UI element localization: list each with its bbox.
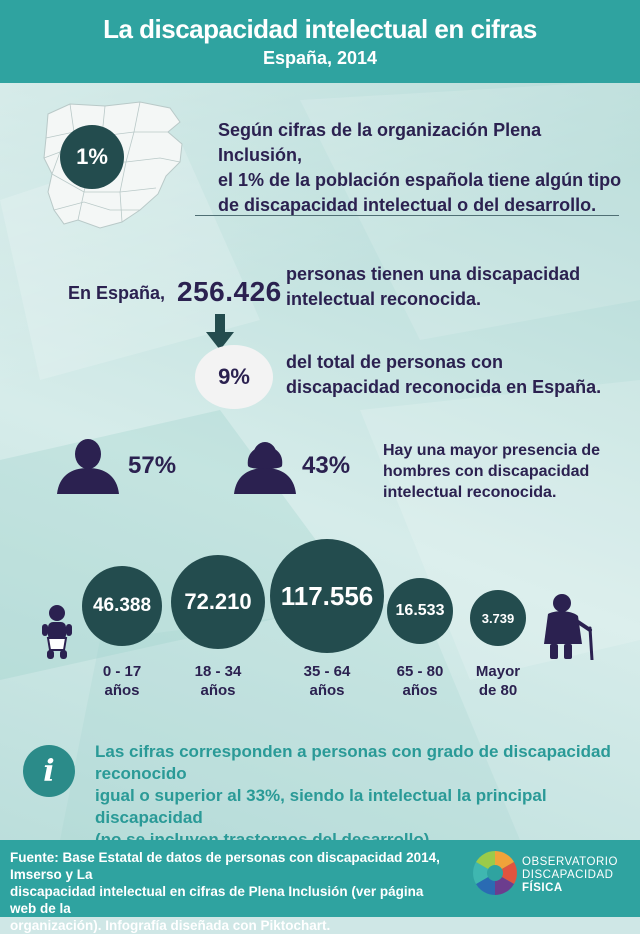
one-percent-circle: 1% (60, 125, 124, 189)
baby-icon (42, 605, 72, 659)
woman-icon (234, 442, 296, 494)
arrow-down-icon (206, 314, 234, 350)
age-circle-35-64: 117.556 (270, 539, 384, 653)
age-circle-65-80: 16.533 (387, 578, 453, 644)
total-prefix: En España, (68, 283, 166, 303)
age-circle-80-plus: 3.739 (470, 590, 526, 646)
man-icon (57, 439, 119, 494)
footer (0, 840, 640, 917)
elderly-person-icon (544, 594, 594, 660)
men-percent: 57% (128, 452, 177, 479)
footer-source-text: Fuente: Base Estatal de datos de persona… (10, 850, 440, 933)
age-label-18-34: 18 - 34 años (194, 663, 242, 699)
note-text: Las cifras corresponden a personas con g… (95, 742, 611, 849)
nine-percent-circle: 9% (195, 345, 273, 409)
page-title: La discapacidad intelectual en cifras (103, 14, 537, 44)
divider (195, 215, 619, 216)
observatorio-logo-icon (473, 851, 517, 895)
age-circle-0-17: 46.388 (82, 566, 162, 646)
share-text: del total de personas con discapacidad r… (286, 352, 602, 397)
header: La discapacidad intelectual en cifras Es… (0, 0, 640, 83)
intro-text: Según cifras de la organización Plena In… (218, 120, 622, 215)
age-circle-18-34: 72.210 (171, 555, 265, 649)
gender-text: Hay una mayor presencia de hombres con d… (383, 442, 600, 501)
age-label-80-plus: Mayor de 80 (475, 663, 521, 699)
info-icon: i (23, 745, 75, 797)
total-number: 256.426 (177, 276, 282, 307)
total-text: personas tienen una discapacidad intelec… (286, 264, 581, 309)
age-label-65-80: 65 - 80 años (396, 663, 444, 699)
page-subtitle: España, 2014 (262, 48, 378, 68)
women-percent: 43% (302, 452, 351, 479)
age-label-35-64: 35 - 64 años (303, 663, 351, 699)
age-label-0-17: 0 - 17 años (102, 663, 142, 699)
logo-text: OBSERVATORIO DISCAPACIDAD FÍSICA (522, 856, 618, 894)
